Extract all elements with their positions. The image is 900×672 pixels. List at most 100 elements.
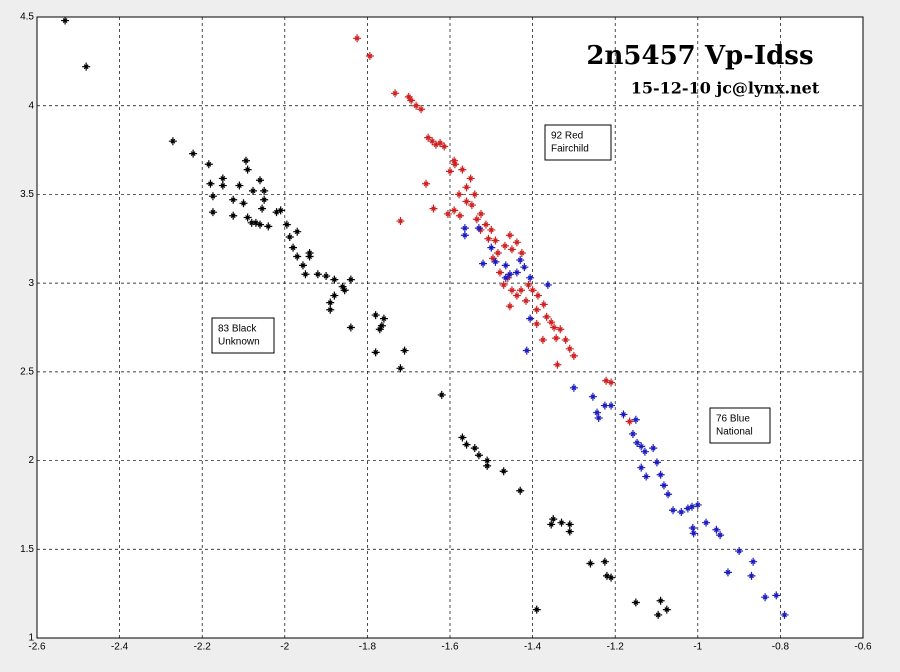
point	[586, 559, 595, 568]
point	[479, 259, 488, 268]
point	[462, 183, 471, 192]
x-tick-label: -1.2	[607, 642, 625, 653]
point	[377, 321, 386, 330]
point	[723, 568, 732, 577]
point	[565, 344, 574, 353]
point	[313, 270, 322, 279]
annotation: Unknown	[218, 337, 260, 348]
point	[391, 89, 400, 98]
point	[689, 529, 698, 538]
point	[272, 208, 281, 217]
point	[474, 451, 483, 460]
point	[483, 461, 492, 470]
y-tick-label: 3	[28, 278, 34, 289]
point	[305, 248, 314, 257]
point	[455, 211, 464, 220]
point	[499, 280, 508, 289]
point	[662, 605, 671, 614]
x-tick-label: -0.8	[772, 642, 790, 653]
point	[749, 557, 758, 566]
point	[276, 206, 285, 215]
x-tick-label: -2.4	[111, 642, 129, 653]
point	[539, 300, 548, 309]
x-tick-label: -0.6	[854, 642, 872, 653]
point	[429, 204, 438, 213]
annotation: National	[716, 427, 753, 438]
point	[499, 467, 508, 476]
y-tick-label: 1	[28, 633, 34, 644]
point	[557, 518, 566, 527]
point	[512, 291, 521, 300]
point	[293, 227, 302, 236]
point	[637, 442, 646, 451]
point	[593, 408, 602, 417]
x-tick-label: -2.2	[194, 642, 212, 653]
point	[204, 160, 213, 169]
point	[353, 34, 362, 43]
point	[542, 312, 551, 321]
point	[659, 481, 668, 490]
point	[285, 233, 294, 242]
point	[602, 571, 611, 580]
point	[301, 270, 310, 279]
point	[241, 156, 250, 165]
annotation-box	[709, 407, 771, 444]
point	[400, 346, 409, 355]
point	[208, 208, 217, 217]
point	[460, 224, 469, 233]
point	[507, 245, 516, 254]
point	[239, 199, 248, 208]
x-tick-label: -1	[693, 642, 702, 653]
point	[488, 254, 497, 263]
point	[607, 573, 616, 582]
point	[495, 268, 504, 277]
point	[656, 596, 665, 605]
point	[455, 190, 464, 199]
point	[780, 610, 789, 619]
point	[526, 273, 535, 282]
annotation-box	[211, 317, 275, 354]
point	[628, 429, 637, 438]
point	[396, 364, 405, 373]
point	[565, 520, 574, 529]
point	[298, 261, 307, 270]
x-tick-label: -1.6	[441, 642, 459, 653]
point	[619, 410, 628, 419]
point	[550, 323, 559, 332]
plot-area	[36, 16, 864, 639]
point	[683, 504, 692, 513]
point	[664, 490, 673, 499]
point	[772, 591, 781, 600]
x-tick-label: -1.4	[524, 642, 542, 653]
point	[371, 311, 380, 320]
point	[716, 531, 725, 540]
point	[588, 392, 597, 401]
point	[649, 444, 658, 453]
point	[82, 62, 91, 71]
point	[569, 351, 578, 360]
point	[412, 101, 421, 110]
point	[229, 211, 238, 220]
point	[258, 204, 267, 213]
point	[521, 296, 530, 305]
point	[396, 217, 405, 226]
point	[491, 236, 500, 245]
point	[326, 298, 335, 307]
point	[516, 486, 525, 495]
point	[637, 463, 646, 472]
point	[594, 413, 603, 422]
point	[761, 593, 770, 602]
point	[450, 160, 459, 169]
annotation: 76 Blue	[716, 414, 750, 425]
point	[500, 241, 509, 250]
point	[640, 447, 649, 456]
point	[256, 176, 265, 185]
point	[476, 209, 485, 218]
point	[688, 523, 697, 532]
y-tick-label: 4.5	[20, 12, 34, 23]
point	[206, 179, 215, 188]
point	[326, 305, 335, 314]
point	[669, 506, 678, 515]
annotation: 83 Black	[218, 324, 257, 335]
y-tick-label: 3.5	[20, 189, 34, 200]
